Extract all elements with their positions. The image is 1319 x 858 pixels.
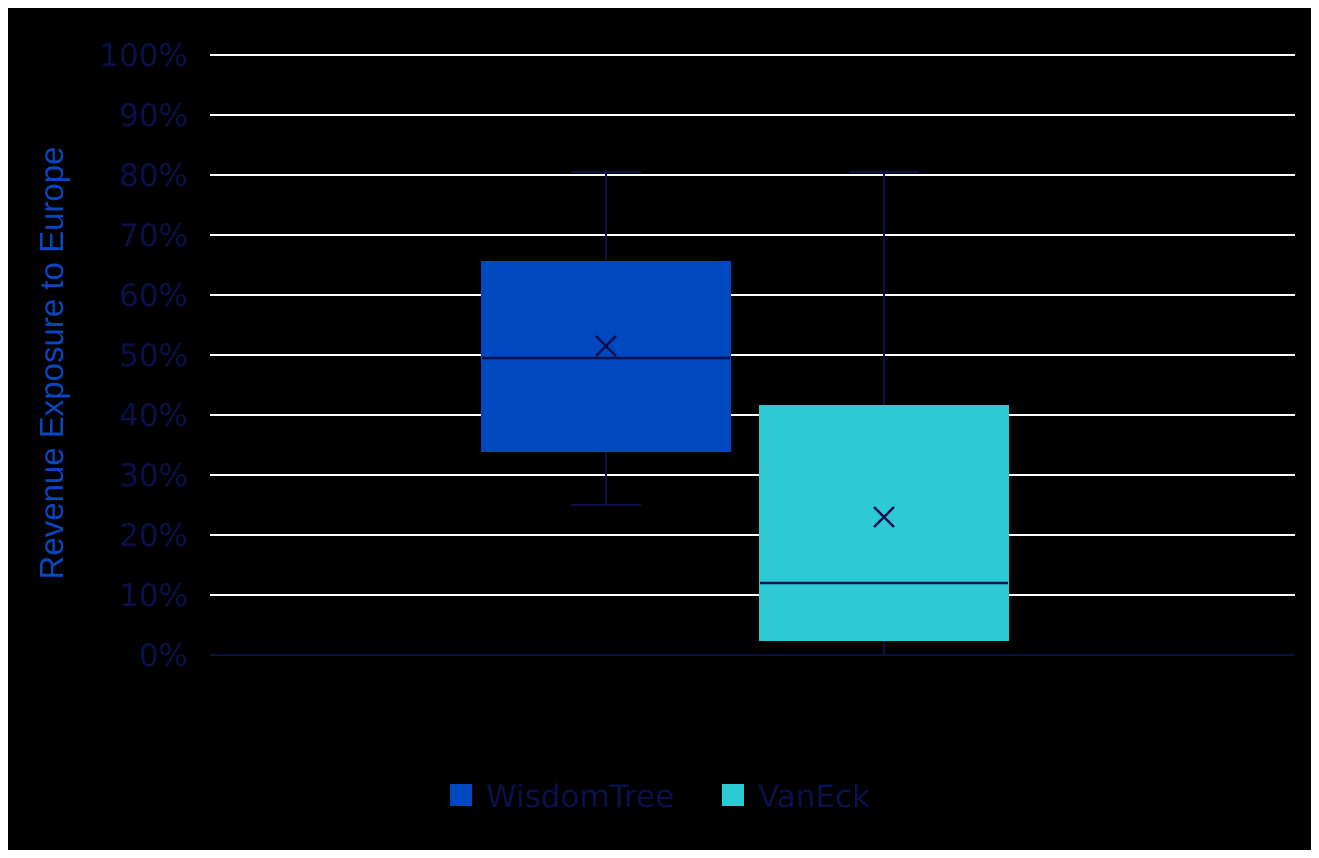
box-vaneck bbox=[759, 171, 1009, 655]
y-tick-label: 20% bbox=[119, 518, 188, 554]
legend-swatch-wisdomtree bbox=[450, 784, 472, 806]
legend-label-vaneck: VanEck bbox=[758, 779, 870, 815]
y-axis-title: Revenue Exposure to Europe bbox=[33, 147, 70, 580]
y-tick-label: 50% bbox=[119, 338, 188, 374]
chart-frame: 0% 10% 20% 30% 40% 50% 60% 70% 80% 90% 100% Revenu… bbox=[8, 8, 1311, 850]
y-tick-label: 90% bbox=[119, 98, 188, 134]
y-tick-label: 10% bbox=[119, 578, 188, 614]
box-series bbox=[481, 171, 1009, 655]
y-tick-label: 30% bbox=[119, 458, 188, 494]
mean-marker bbox=[873, 506, 895, 528]
gridlines bbox=[210, 54, 1295, 656]
legend: WisdomTree VanEck bbox=[450, 779, 870, 815]
box-wisdomtree bbox=[481, 171, 731, 506]
mean-marker bbox=[595, 335, 617, 357]
y-tick-label: 0% bbox=[139, 638, 188, 674]
legend-swatch-vaneck bbox=[722, 784, 744, 806]
y-tick-label: 60% bbox=[119, 278, 188, 314]
box-body bbox=[481, 261, 731, 452]
y-tick-label: 70% bbox=[119, 218, 188, 254]
y-tick-label: 40% bbox=[119, 398, 188, 434]
y-tick-label: 100% bbox=[99, 38, 188, 74]
box-body bbox=[759, 405, 1009, 641]
box-plot-chart: 0% 10% 20% 30% 40% 50% 60% 70% 80% 90% 100% Revenu… bbox=[33, 38, 1295, 815]
y-axis-ticks: 0% 10% 20% 30% 40% 50% 60% 70% 80% 90% 100% bbox=[99, 38, 188, 674]
y-tick-label: 80% bbox=[119, 158, 188, 194]
legend-label-wisdomtree: WisdomTree bbox=[486, 779, 674, 815]
